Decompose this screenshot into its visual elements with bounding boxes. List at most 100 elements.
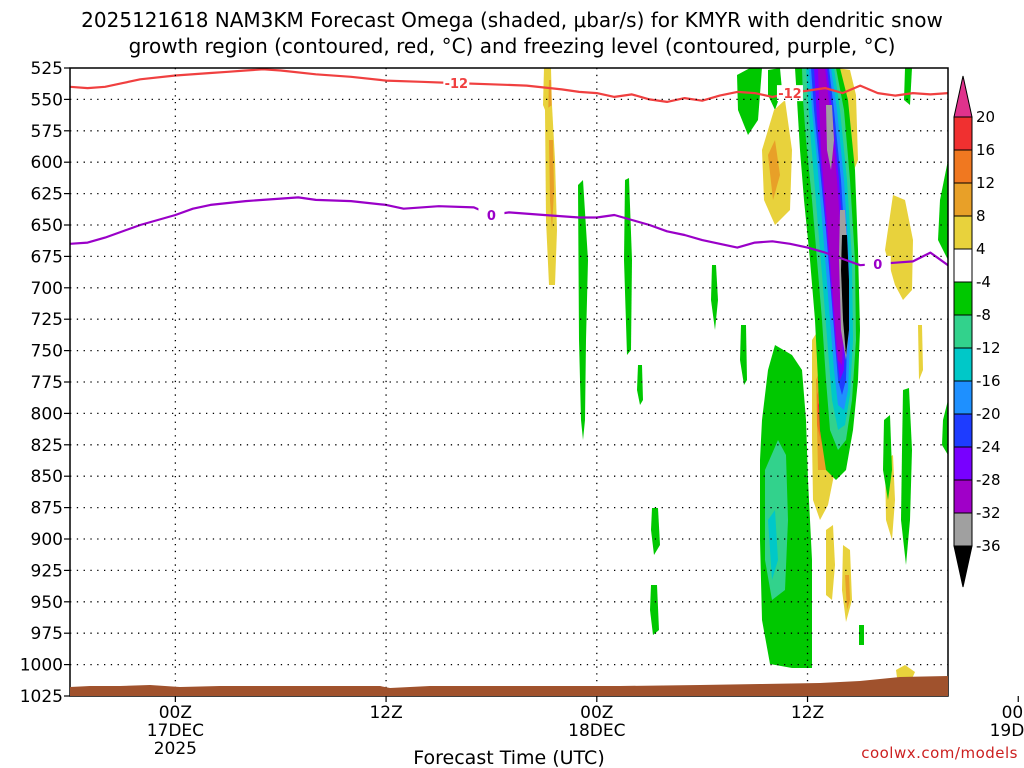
y-tick-label: 850 — [31, 467, 63, 487]
y-tick-label: 675 — [31, 247, 63, 267]
colorbar-swatch — [953, 347, 973, 382]
colorbar-label: 16 — [976, 141, 995, 159]
colorbar-swatch — [953, 215, 973, 250]
terrain-ground — [70, 676, 948, 696]
colorbar-label: 12 — [976, 174, 995, 192]
x-axis: 00Z17DEC202512Z00Z18DEC12Z00Z19DEC — [147, 696, 1024, 759]
y-tick-label: 600 — [31, 153, 63, 173]
omega-shade — [818, 68, 843, 365]
colorbar-label: -4 — [976, 273, 991, 291]
y-tick-label: 800 — [31, 404, 63, 424]
x-tick-label: 00Z — [159, 703, 192, 723]
y-axis: 525 550 575 600 625 650 675 700 725 750 775 800 825 8… — [20, 59, 70, 707]
y-tick-label: 650 — [31, 216, 63, 236]
colorbar-swatch — [953, 512, 973, 547]
x-tick-label: 12Z — [369, 703, 402, 723]
omega-shade — [918, 325, 923, 380]
y-tick-label: 925 — [31, 561, 63, 581]
y-tick-label: 1025 — [20, 687, 63, 707]
omega-shading — [543, 68, 948, 685]
y-tick-label: 950 — [31, 593, 63, 613]
y-tick-label: 575 — [31, 122, 63, 142]
x-axis-label: Forecast Time (UTC) — [413, 747, 604, 768]
colorbar-swatch — [953, 149, 973, 184]
omega-shade — [841, 235, 849, 355]
contour-label: -12 — [778, 87, 802, 102]
contour-label-bg — [864, 255, 891, 272]
colorbar-label: 20 — [976, 108, 995, 126]
y-tick-label: 550 — [31, 90, 63, 110]
credit-text: coolwx.com/models — [861, 744, 1018, 762]
contour-dendritic-snow-growth-12C — [70, 68, 948, 103]
omega-shade — [942, 400, 948, 455]
omega-shade — [768, 510, 778, 580]
y-tick-label: 525 — [31, 59, 63, 79]
omega-shade — [768, 140, 780, 200]
x-tick-label: 19DEC — [990, 721, 1024, 741]
omega-shade — [737, 68, 762, 135]
colorbar-label: -20 — [976, 405, 1001, 423]
colorbar-swatch — [953, 380, 973, 415]
omega-shade — [826, 105, 834, 170]
omega-shade — [624, 178, 632, 355]
omega-shade — [938, 160, 948, 260]
colorbar-swatch — [953, 281, 973, 316]
colorbar-label: 4 — [976, 240, 986, 258]
y-tick-label: 725 — [31, 310, 63, 330]
colorbar-label: -28 — [976, 471, 1001, 489]
chart-title-line-2: growth region (contoured, red, °C) and f… — [129, 34, 896, 58]
colorbar-label: 8 — [976, 207, 986, 225]
colorbar-label: -8 — [976, 306, 991, 324]
omega-shade — [904, 68, 912, 105]
omega-shade — [711, 265, 718, 330]
omega-shade — [859, 625, 864, 645]
y-tick-label: 1000 — [20, 656, 63, 676]
y-tick-label: 775 — [31, 373, 63, 393]
colorbar-label: -16 — [976, 372, 1001, 390]
contour-freezing-level-0C — [70, 196, 948, 267]
colorbar: 20 16 12 8 4 -4 -8 -12 -16 -20 -24 -28 -32 -36 — [953, 75, 1001, 588]
contour-label-bg — [478, 206, 505, 223]
contour-lines: -12 -12 0 0 — [70, 68, 948, 273]
colorbar-label: -36 — [976, 537, 1001, 555]
omega-shade — [549, 140, 554, 230]
omega-shade — [650, 585, 659, 635]
x-tick-label: 00Z — [580, 703, 613, 723]
chart-title-line-1: 2025121618 NAM3KM Forecast Omega (shaded… — [81, 8, 943, 32]
contour-label-bg — [443, 75, 470, 92]
omega-shade — [826, 525, 835, 600]
colorbar-top-arrow — [953, 75, 973, 118]
omega-shade — [883, 415, 892, 500]
omega-shade — [637, 365, 643, 405]
x-tick-label: 2025 — [154, 739, 197, 759]
omega-shade — [740, 325, 747, 385]
omega-shade — [845, 575, 850, 610]
colorbar-swatch — [953, 116, 973, 151]
colorbar-label: -32 — [976, 504, 1001, 522]
gridlines — [70, 68, 948, 696]
omega-shade — [651, 508, 660, 555]
colorbar-bottom-arrow — [953, 545, 973, 588]
omega-shade — [578, 180, 588, 440]
y-tick-label: 750 — [31, 342, 63, 362]
contour-label-bg — [776, 85, 803, 102]
y-tick-label: 875 — [31, 499, 63, 519]
x-tick-label: 00Z — [1002, 703, 1024, 723]
y-tick-label: 900 — [31, 530, 63, 550]
colorbar-swatch — [953, 248, 973, 283]
colorbar-label: -24 — [976, 438, 1001, 456]
colorbar-label: -12 — [976, 339, 1001, 357]
x-tick-label: 17DEC — [147, 721, 204, 741]
y-tick-label: 975 — [31, 624, 63, 644]
y-tick-label: 625 — [31, 185, 63, 205]
colorbar-swatch — [953, 182, 973, 217]
colorbar-swatch — [953, 413, 973, 448]
contour-label: -12 — [445, 77, 469, 92]
colorbar-swatch — [953, 479, 973, 514]
colorbar-swatch — [953, 314, 973, 349]
contour-label: 0 — [873, 258, 882, 273]
x-tick-label: 18DEC — [568, 721, 625, 741]
colorbar-swatch — [953, 446, 973, 481]
contour-label: 0 — [487, 209, 496, 224]
